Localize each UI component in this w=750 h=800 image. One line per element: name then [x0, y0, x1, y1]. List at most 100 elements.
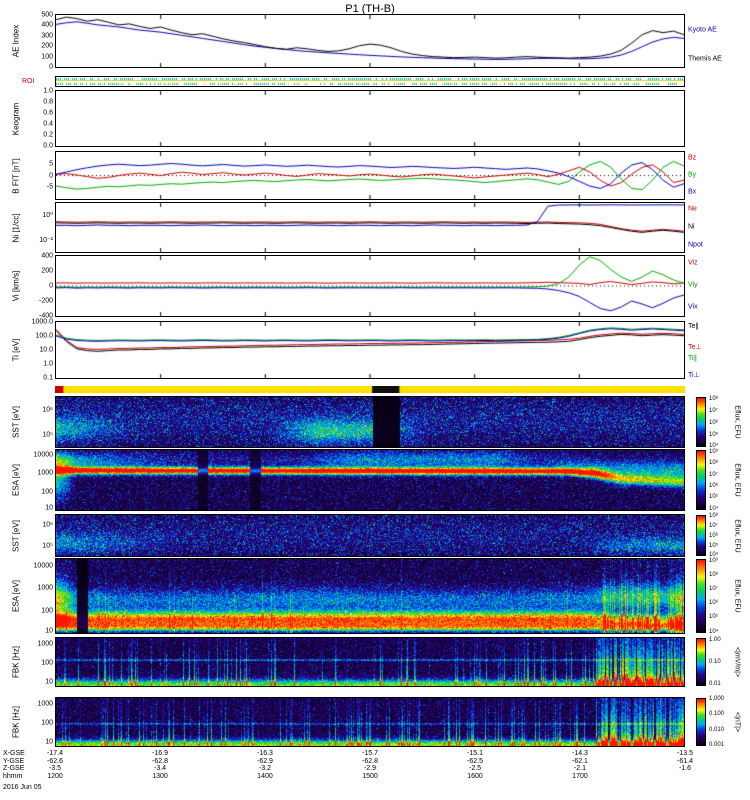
axis-tick-column: -14.3 -62.1 -2.1 1700 — [571, 750, 588, 780]
colorbar-tick-label: 10⁹ — [709, 448, 719, 455]
axis-tick-column: -13.5 -61.4 -1.6 — [677, 750, 693, 772]
y-tick-label: 100.0 — [35, 332, 53, 340]
series-legend-label: Viz — [688, 259, 698, 267]
density-plot — [56, 203, 684, 252]
b-fit-axis-label: B FIT [nT] — [11, 157, 21, 194]
bottom-time-axis: 2016 Jun 05 X-GSE Y-GSE Z-GSE hhmm -17.4 -62.… — [0, 750, 750, 800]
y-tick-label: 10.0 — [39, 346, 53, 354]
axis-tick-column: -16.9 -62.8 -3.4 1300 — [152, 750, 168, 780]
strip-flag — [55, 386, 685, 393]
axis-tick-column: -15.7 -62.8 -2.9 1500 — [362, 750, 378, 780]
colorbar-tick-label: 10⁴ — [709, 443, 719, 449]
series-legend-label: By — [688, 171, 697, 179]
colorbar-tick-label: 10⁶ — [709, 600, 719, 607]
y-tick-label: 100 — [41, 719, 53, 727]
roi-strip-canvas — [56, 77, 684, 86]
y-tick-label: 1000.0 — [31, 318, 53, 326]
keogram-axis-label: Keogram — [11, 102, 21, 135]
y-tick-label: 10⁶ — [42, 406, 53, 413]
panel-velocity: Vi [km/s] 400 200 0 -200 -400 Viz Viy Vix — [12, 253, 698, 320]
series-legend-label: Bz — [688, 154, 697, 162]
colorbar-title: Eflux, EFU — [733, 405, 741, 439]
sst-electron-axis-label: SST [eV] — [11, 519, 21, 552]
y-tick-label: 10⁰ — [42, 212, 53, 220]
fbk-e-spectrogram — [56, 638, 684, 686]
y-tick-label: 10 — [45, 627, 53, 635]
y-tick-label: 400 — [41, 252, 53, 260]
series-legend-label: Te∥ — [688, 323, 699, 331]
panel-keogram: Keogram 1.0 0.8 0.6 0.4 0.2 0.0 — [12, 88, 685, 150]
colorbar-tick-label: 0.01 — [709, 680, 721, 687]
velocity-axis-label: Vi [km/s] — [11, 270, 21, 302]
y-tick-label: 10 — [45, 504, 53, 512]
colorbar-gradient — [696, 559, 706, 633]
y-tick-label: 0.8 — [43, 98, 53, 106]
colorbar-gradient — [696, 515, 706, 556]
colorbar-gradient — [696, 450, 706, 510]
series-legend-label: Bx — [688, 188, 697, 196]
y-tick-label: 10⁵ — [42, 542, 53, 550]
y-tick-label: 0 — [49, 63, 53, 71]
fbk-e-axis-label: FBK [Hz] — [11, 645, 21, 679]
axis-tick-column: -17.4 -62.6 -3.5 1200 — [47, 750, 63, 780]
y-tick-label: 200 — [41, 267, 53, 275]
series-legend-label: Npot — [688, 241, 703, 249]
esa-electron-spectrogram — [56, 559, 684, 633]
colorbar-tick-label: 0.001 — [709, 741, 725, 748]
esa-ion-axis-label: ESA [eV] — [11, 463, 21, 497]
y-tick-label: 0 — [49, 172, 53, 179]
colorbar-tick-label: 10⁸ — [709, 460, 719, 467]
colorbar-tick-label: 10⁸ — [709, 513, 719, 520]
temperature-axis-label: Ti [eV] — [11, 338, 21, 362]
sst-ion-spectrogram — [56, 397, 684, 447]
page-title: P1 (TH-B) — [345, 3, 395, 15]
axis-tick-column: -15.1 -62.5 -2.5 1600 — [467, 750, 483, 780]
axis-date: 2016 Jun 05 — [3, 784, 42, 791]
colorbar-title: <|mV/m|> — [733, 646, 741, 678]
colorbar-tick-label: 10⁵ — [709, 614, 719, 621]
colorbar-tick-label: 10⁵ — [709, 542, 719, 549]
y-tick-label: 1000 — [37, 640, 53, 648]
colorbar-tick-label: 10⁷ — [709, 407, 718, 414]
y-tick-label: 300 — [41, 32, 53, 40]
flag-strip-canvas — [55, 386, 685, 393]
y-tick-label: 1000 — [37, 700, 53, 708]
y-tick-label: 0.4 — [43, 120, 53, 128]
y-tick-label: 100 — [41, 607, 53, 615]
colorbar-tick-label: 10⁴ — [709, 505, 719, 512]
panel-temperature: Ti [eV] 1000.0 100.0 10.0 1.0 0.1 Te∥ Te⊥ Ti∥ Ti… — [12, 319, 702, 382]
y-tick-label: 0.2 — [43, 131, 53, 139]
axis-row-label: Z-GSE — [3, 765, 25, 772]
sst-ion-axis-label: SST [eV] — [11, 406, 21, 438]
density-axis-label: Ni [1/cc] — [11, 213, 21, 242]
colorbar-tick-label: 0.010 — [709, 726, 725, 733]
y-tick-label: 1.0 — [43, 360, 53, 368]
series-legend-label: Ti∥ — [688, 355, 698, 363]
colorbar-tick-label: 10⁷ — [709, 586, 718, 593]
fbk-b-axis-label: FBK [Hz] — [11, 705, 21, 739]
colorbar-tick-label: 10⁴ — [709, 628, 719, 635]
y-tick-label: 1.0 — [43, 87, 53, 95]
panel-fbk-b-spectrogram: FBK [Hz] 1000 100 10 1.000 0.100 0.010 0.001 <|… — [12, 696, 741, 747]
y-tick-label: 500 — [41, 11, 53, 19]
y-tick-label: -400 — [38, 312, 53, 320]
y-tick-label: 1000 — [37, 584, 53, 592]
colorbar-tick-label: 10⁸ — [709, 395, 719, 402]
colorbar-tick-label: 10⁶ — [709, 483, 719, 489]
colorbar-title: <|nT|> — [733, 712, 741, 732]
y-tick-label: 400 — [41, 21, 53, 29]
colorbar-tick-label: 10⁵ — [709, 431, 719, 438]
colorbar-gradient — [696, 397, 706, 447]
colorbar-tick-label: 10⁷ — [709, 523, 718, 530]
colorbar-gradient — [696, 698, 706, 746]
y-tick-label: 100 — [41, 53, 53, 61]
temperature-plot — [56, 322, 684, 378]
y-tick-label: 200 — [41, 42, 53, 50]
y-tick-label: 10⁵ — [42, 431, 53, 438]
strip-roi: ROI — [22, 76, 685, 87]
sst-electron-spectrogram — [56, 515, 684, 556]
y-tick-label: 10 — [45, 678, 53, 686]
colorbar-tick-label: 10⁴ — [709, 552, 719, 559]
colorbar-tick-label: 10⁸ — [709, 572, 719, 579]
